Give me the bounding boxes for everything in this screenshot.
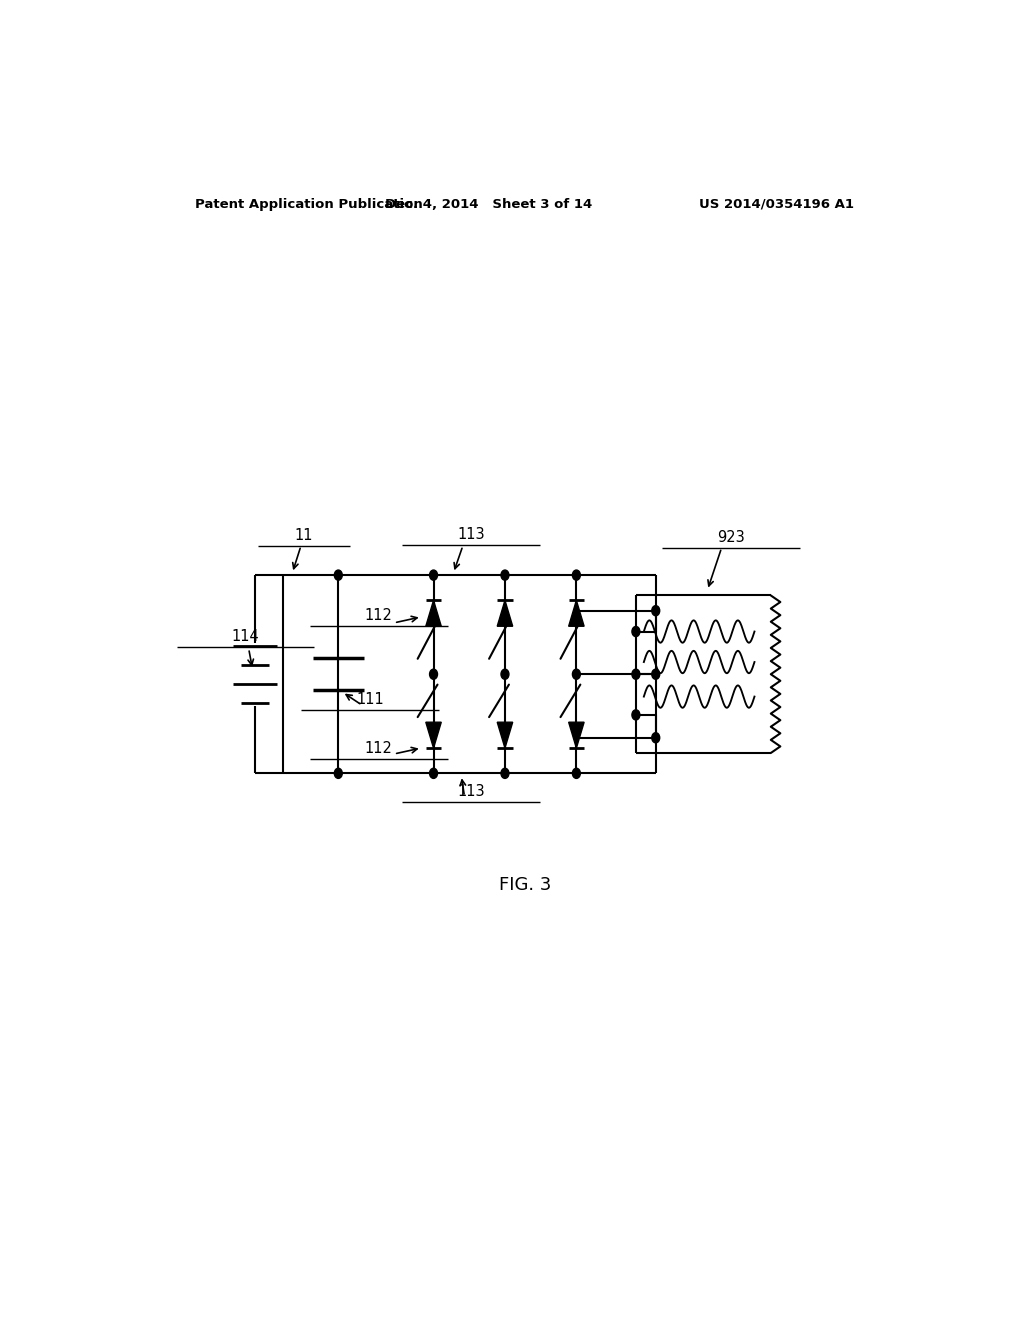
Circle shape [632,669,640,680]
Circle shape [501,570,509,581]
Circle shape [632,627,640,636]
Text: 111: 111 [356,692,384,708]
Text: 112: 112 [365,609,393,623]
Text: 112: 112 [365,741,393,756]
Circle shape [572,570,581,581]
Circle shape [572,768,581,779]
Polygon shape [568,722,584,748]
Text: 11: 11 [295,528,313,543]
Polygon shape [498,601,513,626]
Text: Patent Application Publication: Patent Application Publication [196,198,423,211]
Text: 113: 113 [457,784,484,799]
Circle shape [501,768,509,779]
Circle shape [652,669,659,680]
Text: US 2014/0354196 A1: US 2014/0354196 A1 [699,198,854,211]
Circle shape [501,669,509,680]
Circle shape [430,768,437,779]
Text: FIG. 3: FIG. 3 [499,876,551,894]
Circle shape [430,669,437,680]
Circle shape [334,570,342,581]
Circle shape [334,768,342,779]
Polygon shape [426,722,441,748]
Circle shape [430,570,437,581]
Text: 114: 114 [231,630,259,644]
Polygon shape [426,601,441,626]
Polygon shape [498,722,513,748]
Text: Dec. 4, 2014   Sheet 3 of 14: Dec. 4, 2014 Sheet 3 of 14 [385,198,593,211]
Polygon shape [568,601,584,626]
Circle shape [652,606,659,615]
Circle shape [572,669,581,680]
Text: 113: 113 [457,527,484,541]
Circle shape [652,733,659,743]
Circle shape [632,710,640,719]
Text: 923: 923 [717,529,745,545]
